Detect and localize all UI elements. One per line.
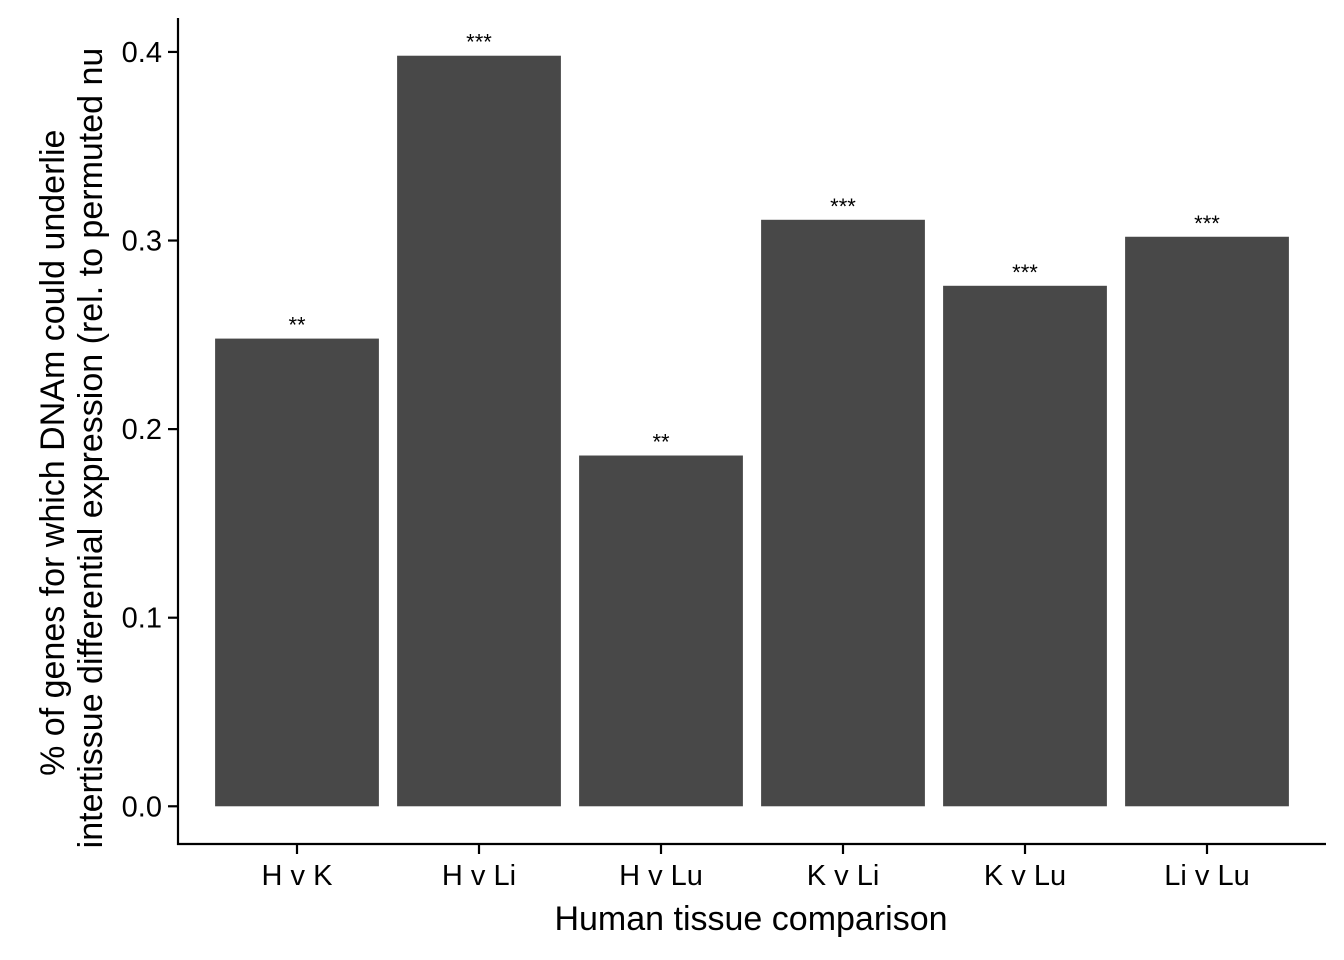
y-axis-title-line-2: intertissue differential expression (rel… bbox=[72, 48, 110, 849]
significance-label-1: *** bbox=[466, 30, 492, 55]
x-tick-label-2: H v Lu bbox=[619, 860, 703, 892]
y-tick-label-3: 0.3 bbox=[122, 226, 162, 258]
x-tick-label-3: K v Li bbox=[807, 860, 880, 892]
bar-1 bbox=[397, 55, 561, 807]
significance-label-0: ** bbox=[288, 313, 306, 338]
y-tick-label-2: 0.2 bbox=[122, 414, 162, 446]
y-tick-label-1: 0.1 bbox=[122, 603, 162, 635]
significance-label-3: *** bbox=[830, 194, 856, 219]
y-axis-ticks: 0.0 0.1 0.2 0.3 0.4 bbox=[122, 37, 178, 823]
x-tick-label-1: H v Li bbox=[442, 860, 516, 892]
bar-3 bbox=[761, 219, 925, 807]
bar-0 bbox=[215, 338, 379, 807]
significance-labels: **************** bbox=[288, 30, 1220, 455]
y-axis-title-line-1: % of genes for which DNAm could underlie bbox=[34, 130, 72, 776]
y-tick-label-4: 0.4 bbox=[122, 37, 162, 69]
x-axis-ticks: H v K H v Li H v Lu K v Li K v Lu Li v Lu bbox=[262, 844, 1250, 892]
bar-2 bbox=[579, 455, 743, 807]
y-tick-label-0: 0.0 bbox=[122, 791, 162, 823]
bar-5 bbox=[1125, 236, 1289, 807]
significance-label-2: ** bbox=[652, 430, 670, 455]
bars-group bbox=[215, 55, 1289, 807]
x-tick-label-4: K v Lu bbox=[984, 860, 1066, 892]
x-tick-label-0: H v K bbox=[262, 860, 334, 892]
significance-label-4: *** bbox=[1012, 260, 1038, 285]
bar-4 bbox=[943, 285, 1107, 807]
x-tick-label-5: Li v Lu bbox=[1164, 860, 1249, 892]
significance-label-5: *** bbox=[1194, 211, 1220, 236]
x-axis-title: Human tissue comparison bbox=[554, 900, 947, 938]
y-axis-title: % of genes for which DNAm could underlie… bbox=[34, 48, 110, 849]
